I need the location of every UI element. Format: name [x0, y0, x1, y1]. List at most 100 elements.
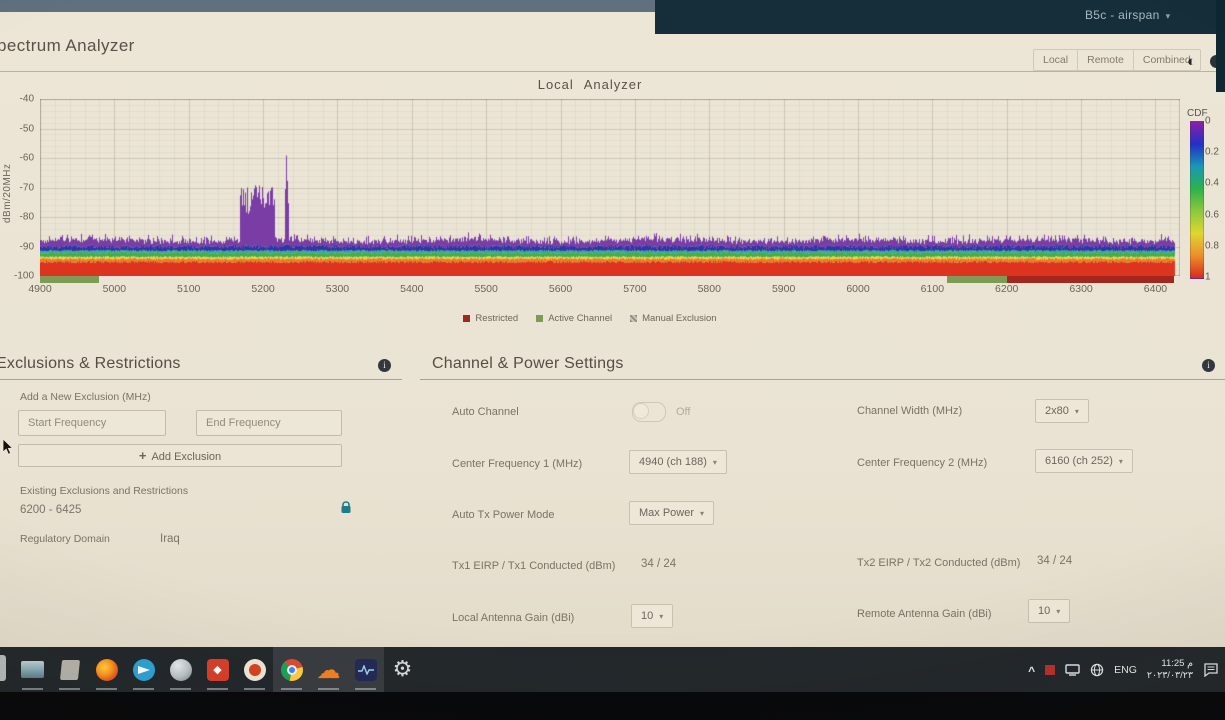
existing-exclusion-item: 6200 - 6425	[20, 504, 82, 516]
tray-clock[interactable]: 11:25 م ٢٠٢٣/٠٣/٢٣	[1147, 658, 1193, 682]
x-tick-label: 5400	[400, 283, 424, 295]
y-tick-label: -80	[19, 211, 34, 223]
x-tick-label: 5300	[325, 283, 350, 295]
system-tray: ^ ENG 11:25 م ٢٠٢٣/٠٣/٢٣	[1028, 647, 1219, 692]
legend-swatch	[630, 315, 638, 322]
cdf-tick-label: 0	[1205, 115, 1211, 127]
local-antenna-gain-label: Local Antenna Gain (dBi)	[452, 612, 575, 624]
legend-swatch	[463, 315, 471, 322]
remote-antenna-gain-dropdown[interactable]: 10	[1028, 599, 1071, 623]
file-explorer-icon[interactable]	[14, 647, 51, 692]
x-tick-label: 5000	[102, 283, 127, 295]
legend-swatch	[536, 315, 544, 322]
taskbar-apps: ◆ ☁ ⚙	[14, 647, 421, 692]
document-app-icon[interactable]	[51, 647, 88, 692]
existing-exclusions-label: Existing Exclusions and Restrictions	[20, 485, 189, 497]
signal-app-icon[interactable]	[347, 647, 384, 692]
regulatory-domain-label: Regulatory Domain	[20, 533, 110, 545]
auto-channel-toggle[interactable]	[632, 402, 666, 422]
x-tick-label: 6200	[995, 283, 1019, 295]
x-tick-label: 6300	[1069, 283, 1093, 295]
tray-red-app-icon[interactable]	[1045, 664, 1056, 675]
device-menu[interactable]: B5c - airspan	[1085, 8, 1170, 22]
x-tick-label: 4900	[28, 283, 52, 295]
chart-legend: Restricted Active Channel Manual Exclusion	[0, 313, 1180, 324]
colorbar-label: CDF	[1187, 108, 1208, 119]
x-tick-label: 5100	[177, 283, 201, 295]
cloudflare-icon[interactable]: ☁	[310, 647, 347, 692]
theme-toggle-icon[interactable]: ◐	[1186, 53, 1197, 70]
view-combined-button[interactable]: Combined	[1134, 50, 1200, 70]
language-indicator[interactable]: ENG	[1114, 663, 1137, 676]
pulse-icon	[357, 664, 374, 675]
y-tick-label: -50	[19, 123, 34, 134]
spectrum-plot	[40, 99, 1180, 283]
windows-taskbar: ◆ ☁ ⚙ ^ ENG 11:25 م ٢٠٢٣/٠٣/٢٣	[0, 647, 1225, 692]
x-tick-label: 6000	[846, 283, 870, 295]
taskbar-partial-start-icon[interactable]	[0, 655, 6, 681]
exclusions-heading: Exclusions & Restrictions	[0, 355, 181, 372]
view-remote-button[interactable]: Remote	[1078, 50, 1134, 70]
end-frequency-input[interactable]	[196, 410, 342, 436]
tray-date: ٢٠٢٣/٠٣/٢٣	[1146, 669, 1193, 681]
x-tick-label: 5600	[548, 283, 573, 295]
openvpn-icon[interactable]	[236, 647, 273, 692]
channel-width-dropdown[interactable]: 2x80	[1035, 399, 1089, 423]
y-axis-ticks: -40 -50 -60 -70 -80 -90 -100	[0, 94, 34, 282]
regulatory-domain-value: Iraq	[160, 533, 180, 545]
x-axis-ticks: 4900 5000 5100 5200 5300 5400 5500 5600 5700 5800…	[28, 283, 1180, 297]
settings-gear-icon[interactable]: ⚙	[392, 656, 413, 682]
x-tick-label: 5500	[474, 283, 498, 295]
tx2-eirp-label: Tx2 EIRP / Tx2 Conducted (dBm)	[857, 557, 1021, 569]
exclusions-divider	[0, 379, 402, 380]
auto-tx-power-dropdown[interactable]: Max Power	[629, 501, 715, 525]
firefox-icon[interactable]	[88, 647, 125, 692]
start-frequency-input[interactable]	[18, 410, 166, 436]
legend-item: Restricted	[463, 313, 518, 324]
x-tick-label: 5200	[251, 283, 275, 295]
y-tick-label: -40	[19, 93, 34, 105]
x-tick-label: 5800	[697, 283, 721, 295]
y-tick-label: -100	[13, 270, 34, 282]
tray-network-icon[interactable]	[1065, 663, 1080, 676]
auto-channel-state: Off	[676, 406, 691, 418]
channel-power-info-icon[interactable]: i	[1202, 359, 1215, 372]
active-channel-band	[40, 276, 100, 283]
cdf-tick-label: 0.2	[1205, 146, 1219, 158]
tx2-eirp-value: 34 / 24	[1037, 555, 1073, 567]
view-local-button[interactable]: Local	[1034, 50, 1079, 70]
analyzer-view-switch: Local Remote Combined	[1033, 49, 1201, 71]
header-divider	[0, 71, 1225, 72]
center-frequency-1-dropdown[interactable]: 4940 (ch 188)	[629, 450, 727, 474]
chart-title: Local Analyzer	[537, 77, 643, 92]
red-diamond-app-icon[interactable]: ◆	[199, 647, 236, 692]
legend-item: Manual Exclusion	[630, 313, 717, 324]
tray-globe-icon[interactable]	[1090, 663, 1104, 677]
page-title: pectrum Analyzer	[0, 36, 135, 55]
x-tick-label: 5700	[623, 283, 647, 295]
tray-chevron-icon[interactable]: ^	[1028, 663, 1036, 678]
app-navbar: B5c - airspan	[655, 0, 1225, 34]
x-tick-label: 6100	[920, 283, 945, 295]
spectrum-canvas	[40, 99, 1180, 276]
action-center-icon[interactable]	[1203, 662, 1219, 677]
tray-time: 11:25 م	[1161, 657, 1193, 669]
telegram-icon[interactable]	[125, 647, 162, 692]
center-frequency-2-dropdown[interactable]: 6160 (ch 252)	[1035, 449, 1133, 473]
exclusion-band	[1006, 276, 1175, 283]
x-tick-label: 5900	[771, 283, 796, 295]
channel-power-divider	[420, 379, 1225, 380]
chrome-icon[interactable]	[273, 647, 310, 692]
globe-app-icon[interactable]	[162, 647, 199, 692]
local-antenna-gain-dropdown[interactable]: 10	[631, 604, 674, 628]
cdf-tick-label: 1	[1205, 271, 1211, 283]
center-frequency-1-label: Center Frequency 1 (MHz)	[452, 458, 583, 470]
monitor-right-bezel	[1216, 0, 1225, 92]
exclusions-info-icon[interactable]: i	[378, 359, 391, 372]
remote-antenna-gain-label: Remote Antenna Gain (dBi)	[857, 608, 992, 620]
auto-tx-power-label: Auto Tx Power Mode	[452, 509, 555, 521]
tx1-eirp-label: Tx1 EIRP / Tx1 Conducted (dBm)	[452, 560, 616, 572]
add-exclusion-button[interactable]: + Add Exclusion	[18, 444, 342, 467]
legend-item: Active Channel	[536, 313, 612, 324]
